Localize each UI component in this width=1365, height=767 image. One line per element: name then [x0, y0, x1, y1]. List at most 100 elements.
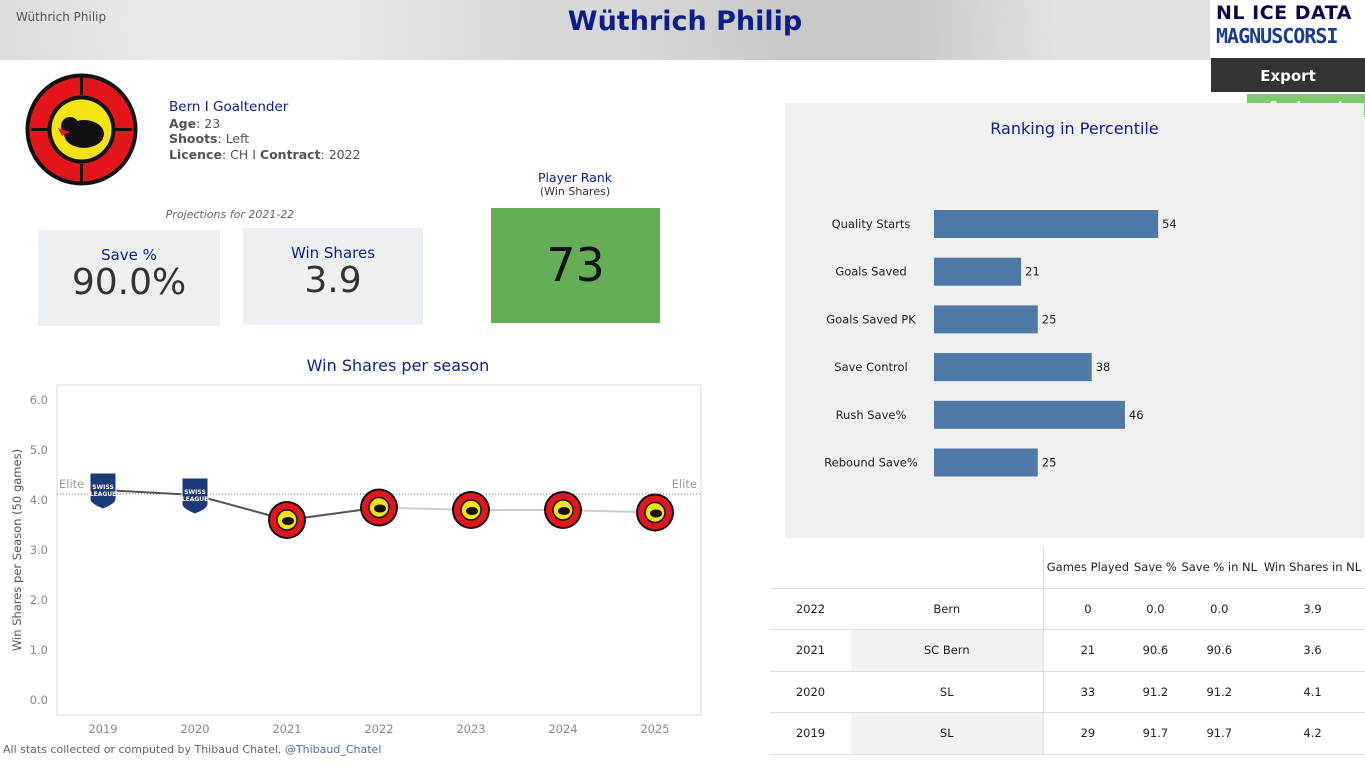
y-tick-label: 1.0: [30, 643, 48, 657]
swiss-league-text-2: LEAGUE: [90, 491, 116, 498]
cell-year: 2020: [770, 670, 851, 713]
brand-bottom-text: MAGNUSCORSI: [1216, 24, 1338, 48]
table-row[interactable]: 2020 SL 33 91.2 91.2 4.1: [770, 670, 1365, 713]
projections-caption: Projections for 2021-22: [165, 208, 295, 221]
footer-handle-link[interactable]: @Thibaud_Chatel: [284, 743, 382, 756]
cell-games: 29: [1042, 712, 1133, 755]
cell-games: 33: [1042, 670, 1133, 713]
save-pct-label: Save %: [101, 246, 157, 264]
cell-save: 91.2: [1132, 670, 1179, 713]
licence-label: Licence: [169, 146, 222, 162]
season-stats-table: Games Played Save % Save % in NL Win Sha…: [770, 547, 1365, 755]
y-tick-label: 0.0: [30, 693, 48, 707]
y-tick-label: 3.0: [30, 543, 48, 557]
save-pct-card: Save % 90.0%: [38, 230, 220, 326]
age-line: Age: 23: [169, 115, 221, 131]
save-pct-value: 90.0%: [71, 262, 187, 303]
x-tick-label: 2023: [456, 722, 485, 736]
table-row[interactable]: 2019 SL 29 91.7 91.7 4.2: [770, 712, 1365, 755]
cell-games: 0: [1042, 587, 1133, 630]
x-tick-label: 2021: [272, 722, 301, 736]
banner-player-name: Wüthrich Philip: [16, 10, 107, 24]
cell-team: SC Bern: [851, 629, 1043, 671]
cell-ws-nl: 3.6: [1260, 629, 1365, 671]
swiss-league-text-2: LEAGUE: [182, 496, 208, 503]
percentile-bar: [934, 257, 1022, 286]
bar-value-label: 25: [1042, 456, 1057, 470]
sc-bern-marker: [544, 491, 582, 529]
cell-ws-nl: 4.1: [1260, 670, 1365, 713]
x-tick-label: 2019: [88, 722, 117, 736]
win-shares-label: Win Shares: [290, 244, 376, 262]
percentile-chart: Quality Starts 54 Goals Saved 21 Goals Saved…: [824, 210, 1177, 477]
col-header-year: [770, 547, 851, 588]
marker-bear: [466, 507, 478, 515]
sc-bern-marker: [360, 488, 398, 527]
footer: All stats collected or computed by Thiba…: [3, 743, 381, 756]
table-row[interactable]: 2021 SC Bern 21 90.6 90.6 3.6: [770, 629, 1365, 671]
swiss-league-shield: [181, 477, 209, 515]
x-tick-label: 2020: [180, 722, 209, 736]
win-shares-chart: 0.0 1.0 2.0 3.0 4.0 5.0 6.0 2019 2020 2021 2022 202…: [10, 384, 702, 736]
percentile-panel: Ranking in Percentile Quality Starts 54 Go…: [785, 103, 1364, 538]
y-tick-label: 5.0: [30, 443, 48, 457]
x-tick-label: 2025: [640, 722, 669, 736]
cell-team: Bern: [851, 587, 1043, 630]
percentile-bar: [934, 305, 1038, 334]
contract-value: 2022: [328, 146, 361, 162]
bar-value-label: 21: [1025, 265, 1040, 279]
elite-label-right: Elite: [672, 477, 697, 491]
header-banner: Wüthrich Philip: [0, 0, 1210, 60]
contract-label: Contract: [259, 146, 321, 162]
cell-save-nl: 0.0: [1178, 587, 1261, 630]
cell-save-nl: 91.7: [1178, 712, 1261, 755]
rank-subtitle: (Win Shares): [539, 185, 611, 198]
x-tick-label: 2022: [364, 722, 393, 736]
category-label: Goals Saved PK: [826, 312, 916, 326]
category-label: Rebound Save%: [824, 456, 918, 470]
category-label: Save Control: [834, 360, 907, 374]
percentile-bar: [934, 353, 1092, 382]
swiss-league-shield: [89, 472, 117, 510]
col-header-team: [851, 547, 1043, 588]
table-header-row: Games Played Save % Save % in NL Win Sha…: [770, 547, 1365, 588]
bar-value-label: 54: [1162, 217, 1177, 231]
licence-value: CH: [230, 146, 249, 162]
sc-bern-marker: [268, 501, 306, 539]
ws-chart-title: Win Shares per season: [306, 356, 490, 375]
cell-save: 90.6: [1132, 629, 1179, 671]
rank-title: Player Rank: [537, 170, 613, 185]
page-title: Wüthrich Philip: [567, 6, 803, 37]
col-header-save: Save %: [1133, 560, 1177, 575]
category-label: Quality Starts: [832, 217, 911, 231]
player-info: Bern I Goaltender Age: 23 Shoots: Left L…: [169, 99, 361, 162]
category-label: Rush Save%: [836, 408, 907, 422]
cell-year: 2022: [770, 587, 851, 630]
swiss-league-text-1: SWISS: [184, 489, 206, 496]
marker-bear: [558, 507, 570, 515]
win-shares-value: 3.9: [304, 260, 362, 301]
x-tick-label: 2024: [548, 722, 577, 736]
cell-year: 2021: [770, 629, 851, 671]
win-shares-card: Win Shares 3.9: [243, 228, 423, 325]
bar-value-label: 46: [1129, 408, 1144, 422]
cell-save: 91.7: [1132, 712, 1179, 755]
separator: I: [252, 146, 256, 162]
col-header-ws-nl: Win Shares in NL: [1263, 560, 1362, 575]
footer-text: All stats collected or computed by Thiba…: [3, 743, 282, 756]
table-row[interactable]: 2022 Bern 0 0.0 0.0 3.9: [770, 587, 1365, 630]
brand-logo[interactable]: NL ICE DATA MAGNUSCORSI: [1212, 0, 1365, 58]
cell-year: 2019: [770, 712, 851, 755]
y-tick-label: 2.0: [30, 593, 48, 607]
percentile-bar: [934, 210, 1159, 238]
cell-ws-nl: 3.9: [1260, 587, 1365, 630]
percentile-title: Ranking in Percentile: [990, 119, 1159, 138]
series-line-segment: [102, 489, 196, 496]
col-header-games: Games Played: [1042, 547, 1133, 588]
bar-value-label: 25: [1042, 312, 1057, 326]
marker-bear: [374, 504, 386, 513]
export-button[interactable]: Export: [1211, 58, 1365, 92]
